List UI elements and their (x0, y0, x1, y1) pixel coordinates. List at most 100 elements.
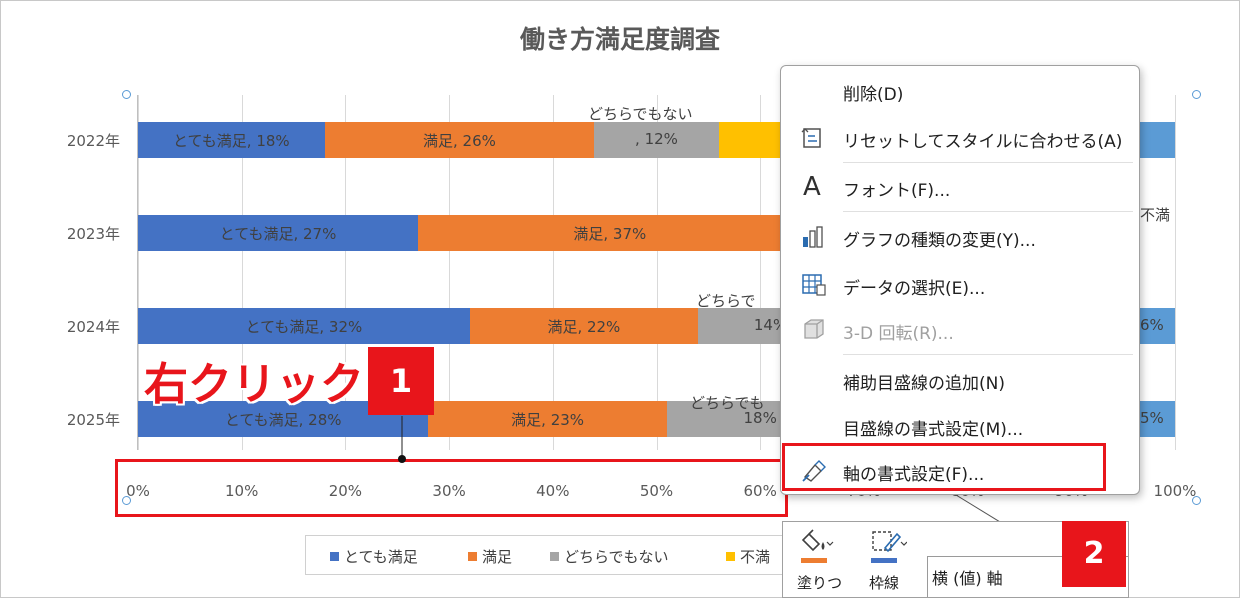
data-label[interactable]: 満足, 23% (511, 411, 585, 429)
y-category-label[interactable]: 2025年 (66, 411, 120, 429)
data-label[interactable]: 満足, 26% (423, 132, 496, 150)
bar-segment[interactable] (1140, 122, 1175, 158)
data-label[interactable]: とても満足, 18% (172, 132, 290, 150)
legend-swatch (550, 552, 559, 561)
select-data-icon (801, 273, 827, 297)
legend-swatch (726, 552, 735, 561)
reset-style-icon (801, 126, 827, 150)
menu-item-change-chart-type[interactable]: グラフの種類の変更(Y)... (781, 217, 1139, 257)
menu-item-label: フォント(F)... (843, 181, 951, 201)
menu-item-delete[interactable]: 削除(D) (781, 71, 1139, 111)
x-tick-label[interactable]: 50% (639, 482, 674, 500)
menu-item-reset-style[interactable]: リセットしてスタイルに合わせる(A) (781, 118, 1139, 158)
rotation-3d-icon (801, 318, 827, 342)
fill-button[interactable]: 塗りつ (797, 528, 845, 594)
menu-separator (843, 354, 1133, 355)
bar-segment[interactable] (1140, 401, 1175, 437)
plot-handle-bl[interactable] (122, 496, 131, 505)
legend-item[interactable]: どちらでもない (550, 546, 669, 567)
gridline (138, 95, 139, 450)
right-click-label: 右クリック (144, 359, 364, 410)
bar-segment[interactable] (428, 401, 667, 437)
data-label[interactable]: とても満足, 27% (219, 225, 337, 243)
menu-item-label: リセットしてスタイルに合わせる(A) (843, 132, 1123, 152)
legend-swatch (468, 552, 477, 561)
font-icon: A (803, 172, 821, 202)
legend-item[interactable]: 満足 (468, 546, 512, 567)
data-label[interactable]: , 12% (635, 130, 678, 148)
menu-item-font[interactable]: A フォント(F)... (781, 167, 1139, 207)
bar-segment[interactable] (1140, 308, 1175, 344)
x-tick-label[interactable]: 10% (225, 482, 259, 500)
menu-item-label: 3-D 回転(R)... (843, 324, 954, 344)
x-tick-label[interactable]: 20% (328, 482, 363, 500)
data-label[interactable]: 18% (743, 409, 777, 427)
context-menu[interactable]: 削除(D) リセットしてスタイルに合わせる(A) A フォント(F)... グラ… (780, 65, 1140, 495)
x-tick-label[interactable]: 100% (1153, 482, 1197, 500)
format-axis-icon (801, 459, 827, 483)
menu-item-label: データの選択(E)... (843, 279, 986, 299)
x-tick-label[interactable]: 30% (432, 482, 466, 500)
bar-segment[interactable] (138, 308, 470, 344)
bar-segment[interactable] (324, 122, 595, 158)
data-label[interactable]: 5% (1140, 409, 1164, 427)
gridline (345, 95, 347, 450)
legend-item[interactable]: とても満足 (330, 546, 418, 567)
plot-handle-br[interactable] (1192, 496, 1201, 505)
outline-button[interactable]: 枠線 (869, 528, 917, 594)
bar-segment[interactable] (718, 122, 781, 158)
data-label[interactable]: 6% (1140, 316, 1164, 334)
legend-label: とても満足 (344, 548, 418, 566)
outside-label-2022: どちらでもない (588, 105, 693, 123)
menu-item-select-data[interactable]: データの選択(E)... (781, 265, 1139, 305)
step-1-badge: 1 (368, 347, 434, 415)
data-label[interactable]: 満足, 37% (573, 225, 647, 243)
menu-item-add-minor-gridlines[interactable]: 補助目盛線の追加(N) (781, 360, 1139, 400)
chart-title[interactable]: 働き方満足度調査 (519, 25, 720, 54)
gridline (241, 95, 243, 450)
y-category-label[interactable]: 2023年 (66, 225, 120, 243)
bar-segment[interactable] (138, 122, 325, 158)
menu-separator (843, 162, 1133, 163)
paint-bucket-icon (801, 528, 835, 560)
bar-segment[interactable] (417, 215, 802, 251)
chart-type-icon (801, 225, 827, 249)
y-axis-line (137, 95, 138, 450)
data-label[interactable]: とても満足, 32% (245, 318, 363, 336)
data-label[interactable]: とても満足, 28% (224, 411, 342, 429)
legend-label: どちらでもない (564, 548, 669, 566)
data-label[interactable]: 14% (753, 316, 788, 334)
menu-item-format-axis[interactable]: 軸の書式設定(F)... (781, 451, 1139, 491)
gridline (1175, 95, 1176, 450)
gridline (760, 95, 762, 450)
y-category-label[interactable]: 2022年 (66, 132, 120, 150)
plot-handle-tl[interactable] (122, 90, 131, 99)
outside-label-2023: 不満 (1140, 206, 1171, 224)
axis-highlight-box (115, 459, 788, 517)
outline-color-bar (871, 558, 897, 563)
menu-item-format-gridlines[interactable]: 目盛線の書式設定(M)... (781, 406, 1139, 446)
plot-handle-tr[interactable] (1192, 90, 1201, 99)
legend-item[interactable]: 不満 (726, 546, 770, 567)
x-tick-label[interactable]: 60% (743, 482, 777, 500)
outside-label-2024: どちらで (696, 292, 756, 310)
pen-outline-icon (871, 528, 908, 560)
bar-segment[interactable] (469, 308, 698, 344)
outline-label: 枠線 (869, 574, 900, 592)
legend-swatch (330, 552, 339, 561)
legend-label: 不満 (740, 548, 771, 566)
x-tick-label[interactable]: 0% (126, 482, 150, 500)
menu-item-label: 補助目盛線の追加(N) (843, 374, 1005, 394)
chart-legend[interactable]: とても満足 満足 どちらでもない 不満 (305, 535, 787, 575)
menu-item-3d-rotation[interactable]: 3-D 回転(R)... (781, 310, 1139, 350)
bar-segment[interactable] (138, 215, 418, 251)
menu-item-label: グラフの種類の変更(Y)... (843, 231, 1036, 251)
step-2-badge: 2 (1062, 521, 1126, 587)
x-tick-label[interactable]: 40% (536, 482, 570, 500)
y-category-label[interactable]: 2024年 (66, 318, 120, 336)
fill-color-bar (801, 558, 827, 563)
menu-item-label: 軸の書式設定(F)... (843, 465, 985, 485)
bar-segment[interactable] (594, 122, 719, 158)
outside-label-2025: どちらでも (690, 394, 765, 412)
data-label[interactable]: 満足, 22% (547, 318, 621, 336)
